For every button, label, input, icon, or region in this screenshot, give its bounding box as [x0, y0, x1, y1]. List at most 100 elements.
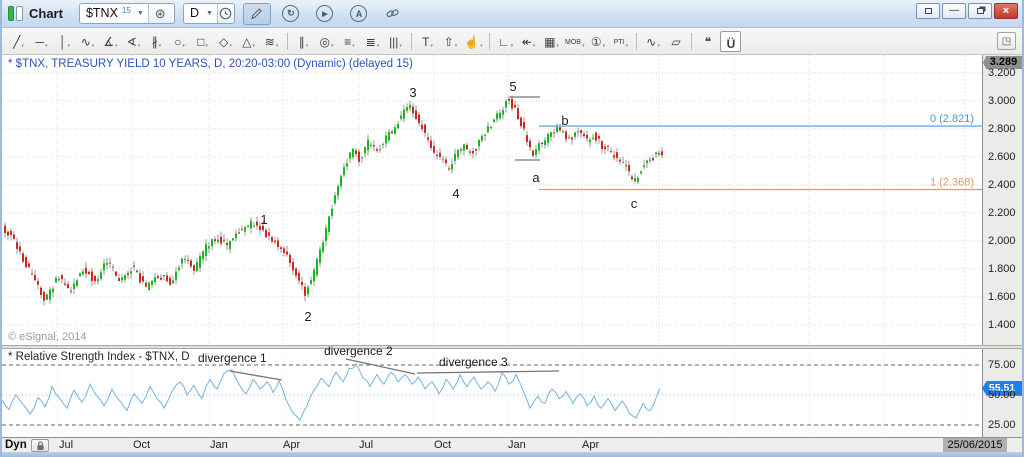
fib-circles-tool-button[interactable]: ◎ ▾ [316, 31, 337, 52]
svg-text:b: b [561, 113, 568, 128]
reload-button[interactable]: ↻ [277, 3, 305, 25]
rectangle-tool-button[interactable]: □ ▾ [192, 31, 213, 52]
fan-lines-tool-button[interactable]: ∡ ▾ [100, 31, 121, 52]
symbol-dropdown-icon[interactable]: ▼ [136, 10, 144, 17]
price-axis-tick: 2.400 [988, 179, 1016, 191]
svg-text:5: 5 [509, 79, 516, 94]
page-status-indicator [8, 6, 23, 21]
price-chart-canvas[interactable]: 0 (2.821) 1 (2.368) 1 2 3 4 5 a b c [2, 55, 982, 345]
pti-study-tool-button[interactable]: PTI ▾ [610, 31, 631, 52]
fib-time-zones-icon: ||| [389, 34, 399, 49]
page-properties-button[interactable]: ◳ [997, 32, 1016, 50]
speed-lines-icon: ∦ [151, 34, 158, 49]
scale-lock-button[interactable] [31, 439, 49, 452]
interval-input[interactable]: D [189, 6, 199, 20]
symbol-search-button[interactable]: ⊛ [147, 4, 172, 23]
play-button[interactable]: ▶ [311, 3, 339, 25]
mob-study-tool-button[interactable]: MOB ▾ [564, 31, 585, 52]
link-button[interactable] [379, 3, 407, 25]
vertical-line-tool-button[interactable]: │ ▾ [54, 31, 75, 52]
text-tool-tool-button[interactable]: T ▾ [417, 31, 438, 52]
fib-circles-icon: ◎ [319, 34, 330, 49]
divergence-annotation-label[interactable]: divergence 1 [198, 351, 267, 365]
copyright-label: © eSignal, 2014 [8, 331, 87, 343]
last-price-tag: 3.289 [983, 56, 1022, 69]
extend-left-line-icon: ↞ [521, 34, 532, 49]
minimize-button[interactable]: — [942, 3, 966, 19]
fan-lines-icon: ∡ [103, 34, 115, 49]
dropdown-caret-icon: ▾ [352, 42, 355, 49]
eraser-tool-button[interactable]: ▱ [665, 31, 686, 52]
rsi-axis[interactable]: 55.51 75.00 50.00 25.00 [982, 349, 1022, 437]
zigzag-line-tool-button[interactable]: ∿ ▾ [77, 31, 98, 52]
grid-tool-tool-button[interactable]: ▦ ▾ [541, 31, 562, 52]
float-window-button[interactable] [916, 3, 940, 19]
zigzag-line-icon: ∿ [80, 34, 91, 49]
price-axis[interactable]: 3.289 3.200 3.000 2.800 2.600 2.400 2.200 2.00… [982, 55, 1022, 345]
x-axis-month-label: Jan [508, 439, 526, 451]
svg-text:1: 1 [260, 212, 267, 227]
magnet-snap-tool-button[interactable]: Ü [720, 30, 742, 52]
auto-button[interactable]: A [345, 3, 373, 25]
drawing-toolbar: ╱ ▾ ─ ▾ │ ▾ ∿ ▾ ∡ ▾ ∢ ▾ ∦ ▾ ○ ▾ □ ▾ ◇ ▾ △ ▾ ≋ ▾ ∥ ▾ ◎ ▾ ≡ ▾ ≣ ▾ ||| ▾ T ▾ ⇧ ▾… [2, 28, 1022, 55]
time-template-button[interactable] [216, 4, 234, 23]
dropdown-caret-icon: ▾ [182, 42, 185, 49]
symbol-interval-badge: 15 [121, 6, 131, 15]
dropdown-caret-icon: ▾ [205, 42, 208, 49]
dropdown-caret-icon: ▾ [657, 42, 660, 49]
parallel-lines-tool-button[interactable]: ∥ ▾ [293, 31, 314, 52]
fib-extension-tool-button[interactable]: ≣ ▾ [362, 31, 383, 52]
auto-a-icon: A [350, 5, 368, 22]
window-bottom-border [2, 452, 1022, 457]
fib-retracement-tool-button[interactable]: ≡ ▾ [339, 31, 360, 52]
rsi-chart-canvas[interactable] [2, 349, 982, 437]
symbol-input[interactable]: $TNX [85, 6, 118, 20]
dropdown-caret-icon: ▾ [67, 42, 70, 49]
ellipse-tool-button[interactable]: ○ ▾ [169, 31, 190, 52]
diamond-icon: ◇ [219, 34, 229, 49]
grid-tool-icon: ▦ [544, 34, 556, 49]
x-axis-month-label: Apr [582, 439, 600, 451]
fib-extension-icon: ≣ [365, 34, 376, 49]
dropdown-caret-icon: ▾ [430, 42, 433, 49]
maximize-button[interactable] [968, 3, 992, 19]
divergence-annotation-label[interactable]: divergence 3 [439, 355, 508, 369]
panel-splitter[interactable] [2, 345, 1022, 349]
arrow-marker-tool-button[interactable]: ⇧ ▾ [440, 31, 461, 52]
speed-lines-tool-button[interactable]: ∦ ▾ [146, 31, 167, 52]
horizontal-line-tool-button[interactable]: ─ ▾ [31, 31, 52, 52]
regression-channel-tool-button[interactable]: ∟ ▾ [495, 31, 516, 52]
sep5 [691, 32, 693, 50]
gann-fan-tool-button[interactable]: ∢ ▾ [123, 31, 144, 52]
pointer-hand-icon: ☝ [464, 34, 480, 49]
draw-mode-button[interactable] [242, 2, 271, 25]
dropdown-caret-icon: ▾ [330, 42, 334, 49]
hatch-band-tool-button[interactable]: ≋ ▾ [261, 31, 282, 52]
callout-tool-button[interactable]: ❝ [697, 31, 718, 52]
trend-line-tool-button[interactable]: ╱ ▾ [8, 31, 29, 52]
sep1 [287, 32, 288, 50]
callout-icon: ❝ [704, 34, 712, 49]
triangle-tool-button[interactable]: △ ▾ [238, 31, 259, 52]
vertical-line-icon: │ [58, 34, 67, 49]
interval-dropdown-icon[interactable]: ▼ [205, 10, 213, 17]
elliott-wave-tool-icon: ∿ [646, 34, 657, 49]
horizontal-line-icon: ─ [35, 34, 44, 49]
time-axis[interactable]: Dyn 25/06/2015 Jul Oct Jan Apr Jul Oct Jan Apr [2, 437, 1022, 452]
x-axis-month-label: Apr [283, 439, 301, 451]
dropdown-caret-icon: ▾ [625, 42, 629, 49]
elliott-wave-tool-tool-button[interactable]: ∿ ▾ [642, 31, 663, 52]
price-axis-tick: 1.800 [988, 263, 1016, 275]
wave-count-tool-button[interactable]: ① ▾ [587, 31, 608, 52]
fib-time-zones-tool-button[interactable]: ||| ▾ [385, 31, 406, 52]
dropdown-caret-icon: ▾ [510, 42, 514, 49]
close-button[interactable]: × [994, 3, 1018, 19]
extend-left-line-tool-button[interactable]: ↞ ▾ [518, 31, 539, 52]
rsi-panel: * Relative Strength Index - $TNX, D dive… [2, 344, 982, 437]
divergence-annotation-label[interactable]: divergence 2 [324, 344, 393, 358]
rsi-axis-tick: 25.00 [988, 419, 1016, 431]
pointer-hand-tool-button[interactable]: ☝ ▾ [463, 31, 484, 52]
dropdown-caret-icon: ▾ [556, 42, 559, 49]
rectangle-icon: □ [197, 34, 205, 49]
diamond-tool-button[interactable]: ◇ ▾ [215, 31, 236, 52]
